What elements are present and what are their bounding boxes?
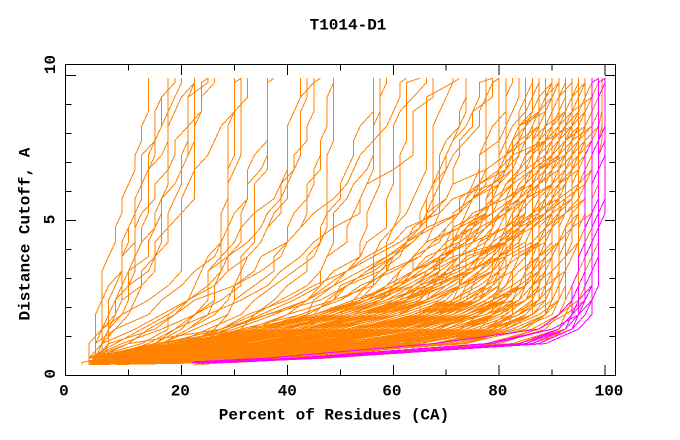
svg-text:0: 0 — [42, 369, 60, 379]
svg-text:T1014-D1: T1014-D1 — [310, 16, 387, 34]
svg-text:Distance Cutoff, A: Distance Cutoff, A — [17, 147, 35, 320]
svg-text:10: 10 — [42, 55, 60, 74]
svg-text:20: 20 — [171, 383, 190, 401]
svg-text:5: 5 — [42, 215, 60, 225]
svg-text:60: 60 — [382, 383, 401, 401]
svg-text:100: 100 — [595, 383, 624, 401]
svg-text:Percent of Residues (CA): Percent of Residues (CA) — [219, 406, 449, 424]
svg-text:80: 80 — [488, 383, 507, 401]
svg-text:40: 40 — [278, 383, 297, 401]
svg-text:0: 0 — [59, 383, 69, 401]
